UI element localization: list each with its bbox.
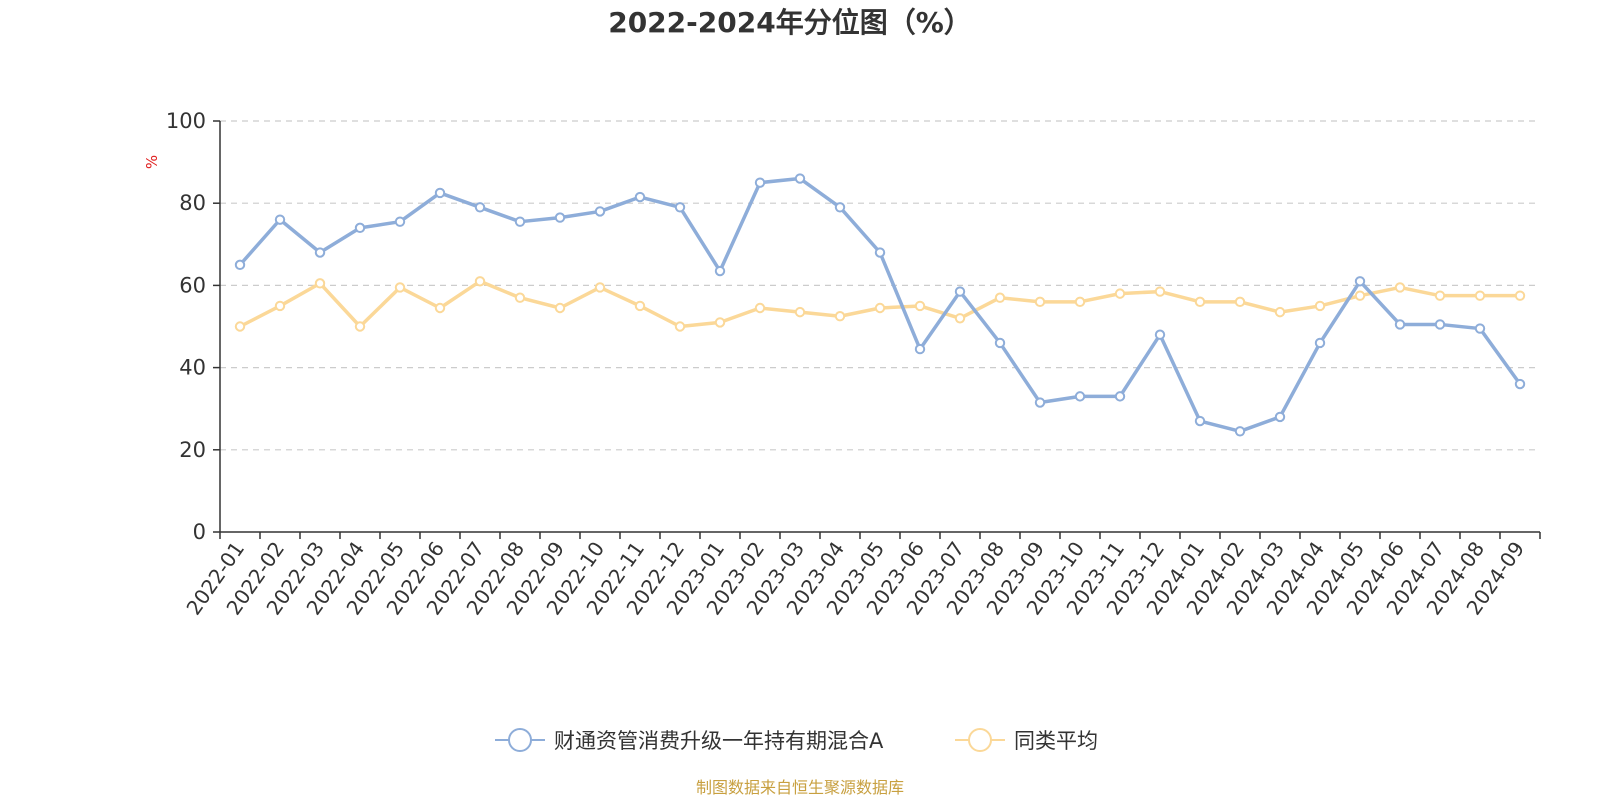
data-point xyxy=(874,302,886,314)
data-point xyxy=(1194,296,1206,308)
data-point xyxy=(1114,391,1126,402)
data-point xyxy=(1314,337,1326,349)
data-point xyxy=(354,321,366,332)
data-point xyxy=(1154,286,1166,297)
data-point xyxy=(714,317,726,328)
data-point xyxy=(274,300,286,312)
data-point xyxy=(1514,378,1526,390)
data-point xyxy=(1114,288,1126,299)
data-point xyxy=(1034,296,1046,308)
data-point xyxy=(994,292,1006,303)
legend-label: 同类平均 xyxy=(1014,729,1098,753)
data-point xyxy=(234,259,246,271)
data-point xyxy=(1394,282,1406,293)
data-point xyxy=(994,337,1006,349)
data-point xyxy=(1034,397,1046,408)
data-point xyxy=(834,311,846,322)
legend-marker-icon xyxy=(508,728,532,752)
data-point xyxy=(314,247,326,258)
y-tick-label: 0 xyxy=(193,520,206,544)
data-point xyxy=(674,321,686,332)
data-point xyxy=(1194,415,1206,427)
data-point xyxy=(1394,319,1406,330)
data-point xyxy=(1314,300,1326,312)
data-point xyxy=(434,187,446,199)
series-line-group xyxy=(234,173,1526,437)
y-tick-label: 40 xyxy=(179,356,206,380)
data-point xyxy=(794,173,806,184)
axes xyxy=(219,121,1540,533)
y-tick-label: 20 xyxy=(179,438,206,462)
y-tick-label: 60 xyxy=(179,273,206,297)
data-point xyxy=(874,247,886,258)
data-point xyxy=(1434,290,1446,301)
data-point xyxy=(514,216,526,227)
y-tick-label: 80 xyxy=(179,191,206,215)
data-point xyxy=(554,212,566,223)
data-point xyxy=(594,206,606,217)
data-point xyxy=(954,286,966,297)
legend-label: 财通资管消费升级一年持有期混合A xyxy=(554,729,884,753)
data-point xyxy=(394,282,406,293)
data-point xyxy=(594,282,606,293)
legend-marker-icon xyxy=(968,728,992,752)
y-unit-label: % xyxy=(143,155,161,169)
data-point xyxy=(1234,426,1246,437)
y-tick-label: 100 xyxy=(166,109,206,133)
data-point xyxy=(634,191,646,203)
data-point xyxy=(514,292,526,303)
y-axis-ticks: 0 20 40 60 80 100 xyxy=(166,109,220,544)
series-line-group xyxy=(234,276,1526,332)
source-note: 制图数据来自恒生聚源数据库 xyxy=(696,778,904,797)
data-point xyxy=(634,300,646,312)
data-point xyxy=(1234,296,1246,308)
data-point xyxy=(1074,391,1086,402)
data-point xyxy=(674,202,686,213)
series-group xyxy=(234,173,1526,437)
data-point xyxy=(1274,411,1286,423)
data-point xyxy=(914,343,926,355)
data-point xyxy=(554,302,566,314)
chart-title: 2022-2024年分位图（%） xyxy=(608,6,972,39)
data-point xyxy=(354,222,366,234)
data-point xyxy=(1474,290,1486,301)
data-point xyxy=(1154,329,1166,340)
x-axis-ticks: 2022-012022-022022-032022-042022-052022-… xyxy=(181,532,1541,619)
data-point xyxy=(1474,323,1486,334)
data-point xyxy=(1434,319,1446,330)
data-point xyxy=(954,313,966,324)
data-point xyxy=(474,276,486,287)
legend: 财通资管消费升级一年持有期混合A 同类平均 xyxy=(495,728,1098,753)
grid xyxy=(220,120,1540,451)
data-point xyxy=(754,177,766,188)
data-point xyxy=(1514,290,1526,301)
data-point xyxy=(1354,290,1366,301)
data-point xyxy=(1354,276,1366,287)
data-point xyxy=(714,265,726,277)
data-point xyxy=(394,216,406,227)
data-point xyxy=(754,302,766,314)
data-point xyxy=(474,202,486,213)
legend-item[interactable]: 财通资管消费升级一年持有期混合A xyxy=(495,728,884,753)
data-point xyxy=(314,278,326,289)
data-point xyxy=(274,214,286,225)
data-point xyxy=(1074,296,1086,308)
data-point xyxy=(834,202,846,213)
data-point xyxy=(794,306,806,318)
data-point xyxy=(234,321,246,332)
data-point xyxy=(1274,306,1286,318)
data-point xyxy=(434,302,446,314)
legend-item[interactable]: 同类平均 xyxy=(955,728,1098,753)
data-point xyxy=(914,300,926,312)
